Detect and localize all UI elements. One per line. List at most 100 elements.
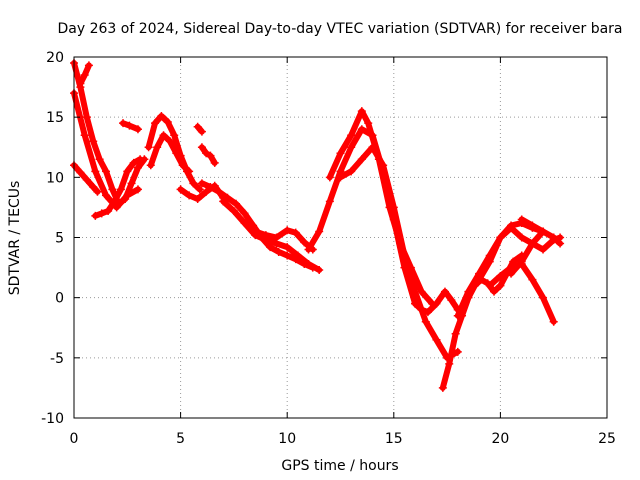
data-point <box>440 287 449 296</box>
series-line <box>337 144 461 361</box>
data-point <box>146 161 155 170</box>
data-point <box>528 275 537 284</box>
data-point <box>125 121 134 130</box>
data-point <box>490 287 499 296</box>
data-point <box>172 149 181 158</box>
series-sat-f <box>119 119 142 134</box>
data-point <box>336 149 345 158</box>
data-point <box>517 257 526 266</box>
x-tick-label: 15 <box>385 431 403 447</box>
data-point <box>300 238 309 247</box>
series-sat-u <box>475 223 565 284</box>
x-tick-label: 10 <box>278 431 296 447</box>
y-tick-label: -5 <box>50 351 64 367</box>
data-point <box>136 155 145 164</box>
data-point <box>496 233 505 242</box>
data-point <box>453 311 462 320</box>
data-point <box>283 243 292 252</box>
data-point <box>453 347 462 356</box>
series-sat-x <box>507 227 548 278</box>
series-sat-p <box>325 107 437 308</box>
data-point <box>496 281 505 290</box>
data-point <box>123 191 132 200</box>
data-point <box>411 287 420 296</box>
data-point <box>549 233 558 242</box>
data-point <box>240 219 249 228</box>
data-point <box>89 182 98 191</box>
data-point <box>110 197 119 206</box>
data-point <box>133 125 142 134</box>
data-point <box>304 259 313 268</box>
data-point <box>153 143 162 152</box>
series-line <box>486 261 557 325</box>
series-sat-h <box>146 131 194 176</box>
data-point <box>223 193 232 202</box>
data-point <box>206 182 215 191</box>
x-tick-label: 5 <box>176 431 185 447</box>
data-point <box>176 185 185 194</box>
data-point <box>496 272 505 281</box>
data-point <box>293 251 302 260</box>
data-point <box>315 227 324 236</box>
data-point <box>116 185 125 194</box>
series-line <box>220 198 323 273</box>
data-point <box>240 209 249 218</box>
data-point <box>517 233 526 242</box>
data-point <box>432 335 441 344</box>
series-line <box>71 60 148 207</box>
data-point <box>163 117 172 126</box>
y-axis-label: SDTVAR / TECUs <box>7 181 23 296</box>
data-point <box>411 299 420 308</box>
data-point <box>197 179 206 188</box>
data-point <box>347 131 356 140</box>
data-point <box>210 158 219 167</box>
data-point <box>91 211 100 220</box>
data-point <box>364 119 373 128</box>
series-line <box>198 144 218 166</box>
data-point <box>197 127 206 136</box>
data-point <box>485 257 494 266</box>
data-point <box>119 119 128 128</box>
data-point <box>261 231 270 240</box>
x-tick-label: 25 <box>598 431 616 447</box>
data-point <box>368 143 377 152</box>
data-point <box>104 207 113 216</box>
data-point <box>451 329 460 338</box>
data-point <box>539 227 548 236</box>
data-point <box>97 209 106 218</box>
y-tick-label: 20 <box>46 50 64 66</box>
data-point <box>423 308 432 317</box>
series-sat-b <box>70 89 142 212</box>
y-tick-label: 5 <box>55 231 64 247</box>
data-point <box>108 185 117 194</box>
data-point <box>133 163 142 172</box>
data-point <box>274 247 283 256</box>
data-point <box>189 179 198 188</box>
data-point <box>438 383 447 392</box>
data-point <box>197 143 206 152</box>
data-point <box>193 122 202 131</box>
data-point <box>464 287 473 296</box>
data-point <box>475 275 484 284</box>
chart-title: Day 263 of 2024, Sidereal Day-to-day VTE… <box>57 21 622 37</box>
data-point <box>76 168 85 177</box>
data-point <box>95 155 104 164</box>
data-point <box>357 107 366 116</box>
data-point <box>304 245 313 254</box>
data-point <box>400 251 409 260</box>
x-tick-label: 20 <box>491 431 509 447</box>
data-point <box>151 119 160 128</box>
data-point <box>283 226 292 235</box>
data-point <box>389 203 398 212</box>
data-point <box>185 191 194 200</box>
data-point <box>144 143 153 152</box>
y-tick-label: 10 <box>46 170 64 186</box>
data-point <box>549 317 558 326</box>
data-point <box>133 185 142 194</box>
y-tick-label: 0 <box>55 291 64 307</box>
data-point <box>89 137 98 146</box>
data-point <box>432 299 441 308</box>
data-point <box>357 155 366 164</box>
data-series <box>70 59 565 392</box>
